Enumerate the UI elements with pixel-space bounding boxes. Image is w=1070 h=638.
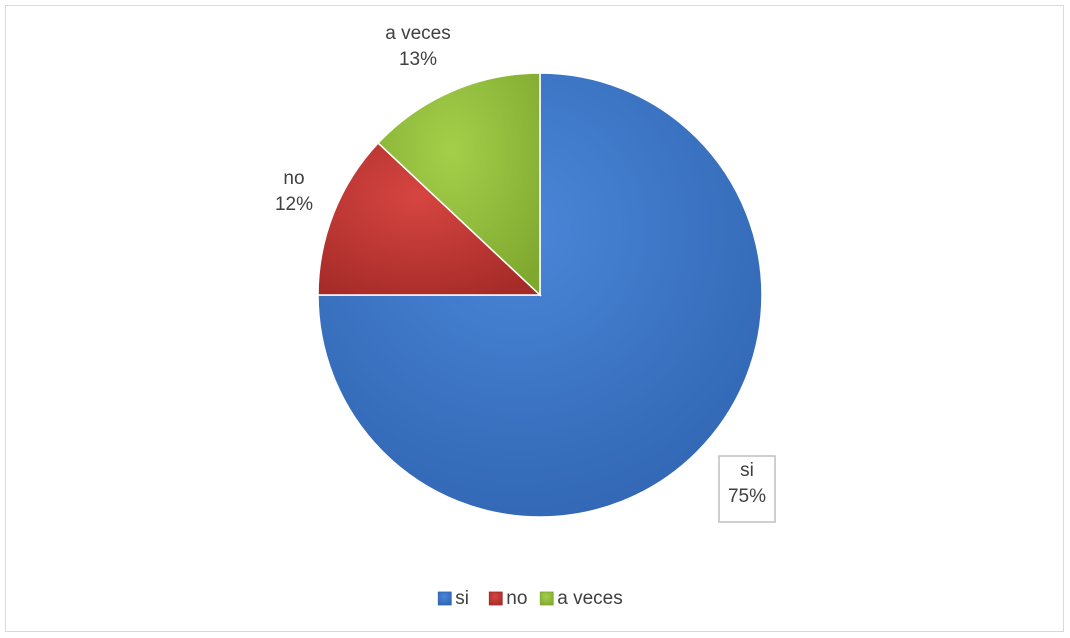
legend-label-no: no: [506, 588, 527, 609]
chart-area: si 75% no 12% a veces 13% si no a veces: [5, 5, 1064, 632]
data-label-no: no 12%: [275, 168, 313, 215]
pie-slice-no: [317, 141, 542, 296]
legend-item-a-veces: a veces: [539, 588, 623, 609]
pie-slice-si: [317, 72, 763, 518]
data-label-percent: 13%: [399, 49, 437, 70]
data-label-percent: 12%: [275, 194, 313, 215]
data-label-si: si 75%: [718, 455, 776, 523]
legend-label-si: si: [455, 588, 469, 609]
pie-slices: [317, 72, 763, 518]
legend-swatch-a-veces: [539, 591, 554, 606]
legend-item-si: si: [437, 588, 469, 609]
data-labels: si 75% no 12% a veces 13%: [275, 23, 776, 523]
legend-swatch-si: [437, 591, 452, 606]
data-label-category: si: [740, 460, 754, 481]
data-label-a-veces: a veces 13%: [385, 23, 450, 70]
pie-slice-a-veces: [377, 72, 541, 297]
data-label-category: a veces: [385, 23, 450, 44]
legend: si no a veces: [437, 588, 623, 609]
data-label-box: [718, 455, 776, 523]
data-label-category: no: [283, 168, 304, 189]
legend-item-no: no: [488, 588, 527, 609]
legend-label-a-veces: a veces: [557, 588, 622, 609]
legend-swatch-no: [488, 591, 503, 606]
pie-chart: si 75% no 12% a veces 13% si no a veces: [275, 23, 776, 609]
data-label-percent: 75%: [728, 486, 766, 507]
